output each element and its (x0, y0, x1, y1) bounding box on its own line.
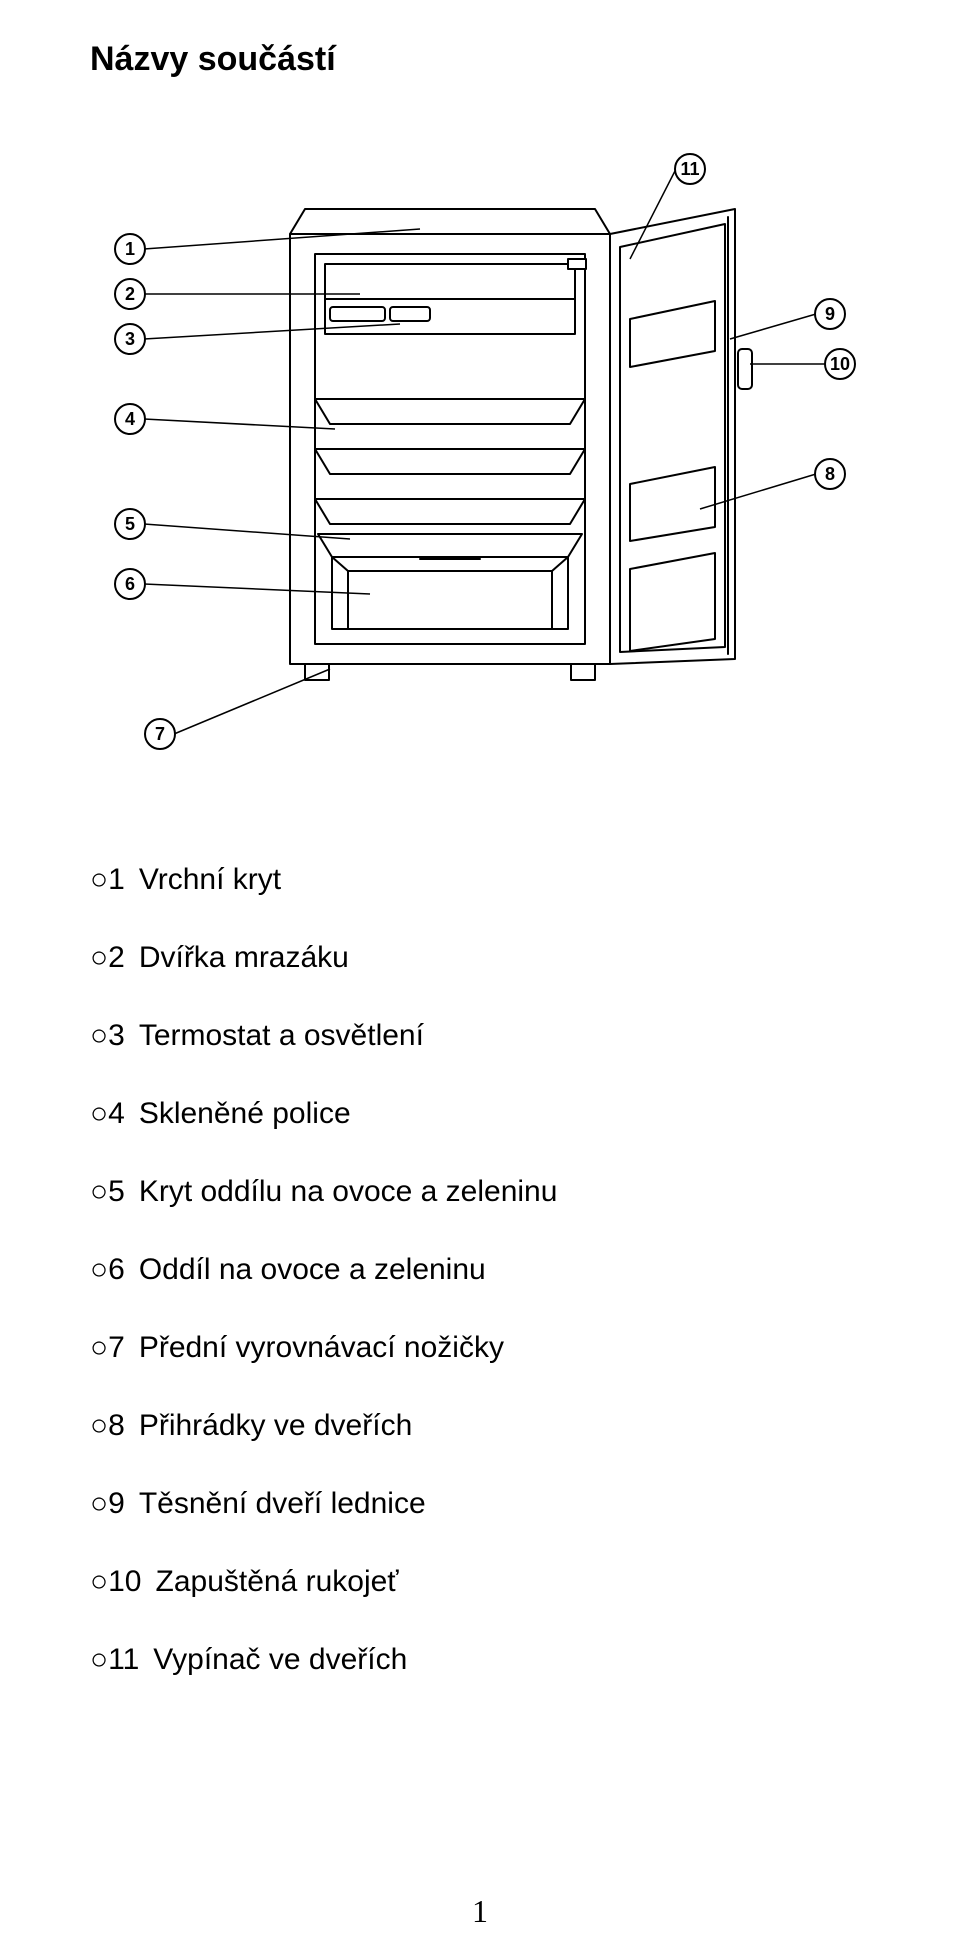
svg-text:1: 1 (125, 239, 135, 259)
svg-text:6: 6 (125, 574, 135, 594)
parts-list-marker: ○8 (90, 1405, 125, 1447)
parts-list-item: ○3 Termostat a osvětlení (90, 1015, 870, 1057)
parts-list-label: Přihrádky ve dveřích (139, 1405, 412, 1447)
page-number: 1 (0, 1893, 960, 1930)
svg-text:10: 10 (830, 354, 850, 374)
svg-text:8: 8 (825, 464, 835, 484)
parts-list-item: ○2 Dvířka mrazáku (90, 937, 870, 979)
parts-list-label: Dvířka mrazáku (139, 937, 349, 979)
parts-list-marker: ○5 (90, 1171, 125, 1213)
parts-list-label: Těsnění dveří lednice (139, 1483, 426, 1525)
parts-list-item: ○5 Kryt oddílu na ovoce a zeleninu (90, 1171, 870, 1213)
svg-text:2: 2 (125, 284, 135, 304)
parts-list-marker: ○1 (90, 859, 125, 901)
parts-list-item: ○6 Oddíl na ovoce a zeleninu (90, 1249, 870, 1291)
parts-list: ○1 Vrchní kryt ○2 Dvířka mrazáku ○3 Termostat… (90, 859, 870, 1681)
parts-list-label: Skleněné police (139, 1093, 351, 1135)
parts-list-item: ○1 Vrchní kryt (90, 859, 870, 901)
parts-list-item: ○4 Skleněné police (90, 1093, 870, 1135)
parts-list-marker: ○11 (90, 1639, 139, 1681)
svg-text:7: 7 (155, 724, 165, 744)
parts-list-marker: ○3 (90, 1015, 125, 1057)
parts-list-label: Vrchní kryt (139, 859, 281, 901)
parts-list-item: ○10 Zapuštěná rukojeť (90, 1561, 870, 1603)
parts-list-label: Termostat a osvětlení (139, 1015, 424, 1057)
parts-list-item: ○8 Přihrádky ve dveřích (90, 1405, 870, 1447)
svg-text:9: 9 (825, 304, 835, 324)
svg-text:11: 11 (680, 159, 699, 179)
parts-list-label: Kryt oddílu na ovoce a zeleninu (139, 1171, 558, 1213)
parts-list-item: ○7 Přední vyrovnávací nožičky (90, 1327, 870, 1369)
parts-list-label: Přední vyrovnávací nožičky (139, 1327, 504, 1369)
parts-list-marker: ○2 (90, 937, 125, 979)
parts-list-marker: ○6 (90, 1249, 125, 1291)
parts-list-label: Zapuštěná rukojeť (156, 1561, 399, 1603)
parts-list-marker: ○4 (90, 1093, 125, 1135)
parts-list-item: ○11 Vypínač ve dveřích (90, 1639, 870, 1681)
fridge-diagram: 1 2 3 4 5 6 7 8 9 10 11 (90, 139, 870, 779)
page-title: Názvy součástí (90, 40, 870, 79)
parts-list-marker: ○9 (90, 1483, 125, 1525)
svg-text:4: 4 (125, 409, 135, 429)
parts-list-marker: ○7 (90, 1327, 125, 1369)
parts-list-label: Oddíl na ovoce a zeleninu (139, 1249, 486, 1291)
parts-list-item: ○9 Těsnění dveří lednice (90, 1483, 870, 1525)
parts-list-marker: ○10 (90, 1561, 142, 1603)
parts-list-label: Vypínač ve dveřích (153, 1639, 407, 1681)
svg-text:3: 3 (125, 329, 135, 349)
svg-text:5: 5 (125, 514, 135, 534)
